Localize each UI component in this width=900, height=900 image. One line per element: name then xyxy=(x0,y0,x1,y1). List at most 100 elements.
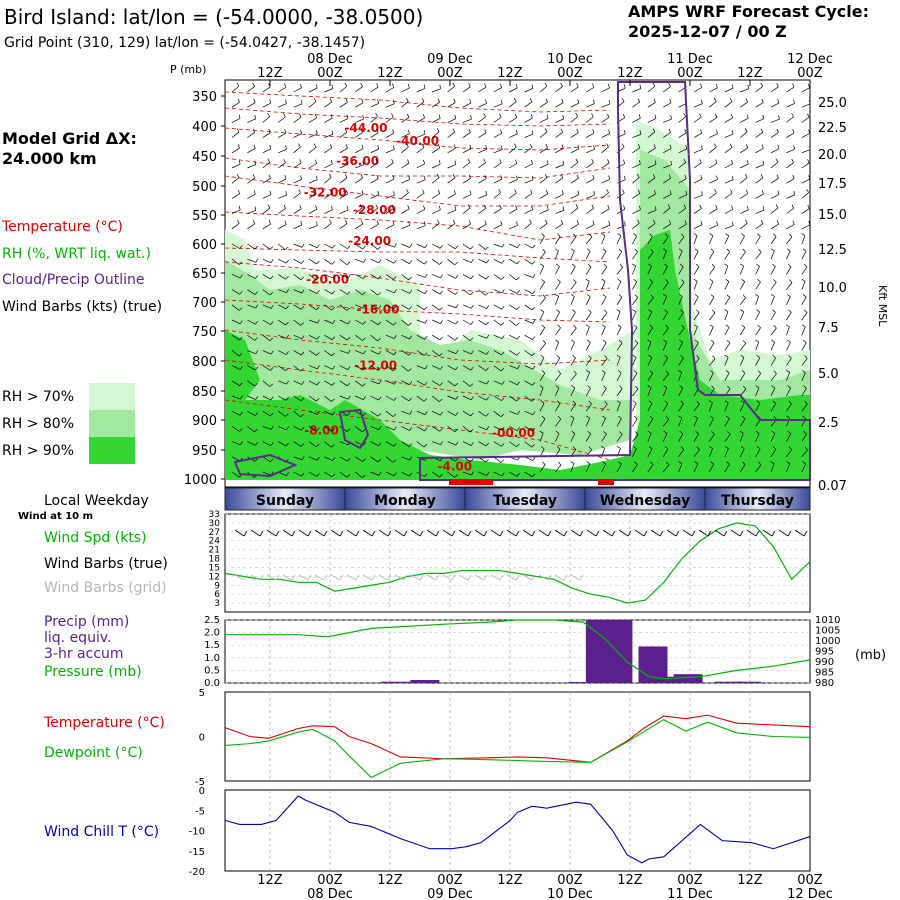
wind-barb-flag xyxy=(252,174,256,179)
pressure-tick-label: 450 xyxy=(192,150,217,165)
wind-barb xyxy=(462,274,472,280)
wind-barb-true-flag xyxy=(611,530,616,537)
wind-barb-flag xyxy=(788,309,792,313)
wind-barb-flag xyxy=(772,309,776,313)
wind-barb-flag xyxy=(532,365,536,370)
wind-barb xyxy=(786,103,795,108)
wind-barb-flag xyxy=(573,233,577,237)
wind-barb xyxy=(740,209,749,214)
wind-barb-flag xyxy=(572,446,577,450)
wind-barb-flag xyxy=(603,264,608,268)
wind-barb-flag xyxy=(560,174,564,179)
wind-barb xyxy=(462,161,471,169)
precip-y-tick: 1.0 xyxy=(204,653,220,664)
wind-barb-flag xyxy=(762,206,765,211)
wind-barb xyxy=(570,236,577,245)
wind-barb xyxy=(801,116,810,123)
wind-barb xyxy=(416,274,426,278)
wind-barb-flag xyxy=(253,98,256,103)
wind-barb xyxy=(678,266,684,275)
temp-y-tick: -5 xyxy=(195,777,205,788)
wind-barb-true-flag xyxy=(419,530,424,537)
wind-barb xyxy=(231,426,240,432)
wind-barb-flag xyxy=(516,473,520,477)
wind-barb-flag xyxy=(270,259,274,263)
wind-barb xyxy=(324,117,333,123)
wind-barb xyxy=(601,326,606,336)
wind-barb-flag xyxy=(299,113,302,118)
wind-barb xyxy=(293,304,302,310)
wind-barb-true-flag xyxy=(243,530,248,537)
wind-barb-flag xyxy=(332,411,336,416)
wind-barb xyxy=(570,387,576,397)
wind-barb-flag xyxy=(634,461,638,465)
wind-barb xyxy=(555,296,559,305)
wind-barb-flag xyxy=(393,426,397,431)
chill-y-tick: -15 xyxy=(189,847,205,858)
wind-barb-flag xyxy=(624,175,626,180)
wind-barb-flag xyxy=(786,248,791,252)
wind-barb xyxy=(739,464,746,473)
wind-barb xyxy=(539,236,545,245)
pressure-tick-label: 850 xyxy=(192,385,217,400)
wind-barb-flag xyxy=(471,471,474,476)
wind-barb-flag xyxy=(561,144,564,149)
wind-barb-flag xyxy=(485,459,489,463)
wind-barb xyxy=(709,235,714,245)
wind-barb xyxy=(693,251,699,260)
wind-barb-flag xyxy=(408,276,412,281)
wind-barb-flag xyxy=(454,114,457,119)
wind-barb-true-flag xyxy=(355,530,360,537)
pressure-tick-label: 1000 xyxy=(184,473,217,488)
temp-contour-label-0: -44.00 xyxy=(345,121,388,135)
wind-barb xyxy=(709,146,717,154)
height-axis-title: Kft MSL xyxy=(876,285,889,327)
wind-barb xyxy=(293,103,303,108)
wind-barb xyxy=(385,426,395,431)
wind-barb xyxy=(401,243,410,248)
temp-contour-4 xyxy=(224,175,611,207)
wind-barb xyxy=(739,177,748,184)
wind-barb-flag xyxy=(649,370,654,374)
wind-barb-flag xyxy=(452,174,456,179)
wind-barb xyxy=(339,86,348,93)
cycle-value: 2025-12-07 / 00 Z xyxy=(628,22,787,41)
wind-barb-flag xyxy=(653,144,656,149)
wind-barb xyxy=(709,251,715,260)
wind-barb-flag xyxy=(726,248,730,252)
wind-barb xyxy=(293,192,301,199)
wind-barb-flag xyxy=(239,245,243,249)
wind-barb-flag xyxy=(378,259,382,264)
wind-barb-flag xyxy=(286,289,289,293)
wind-barb xyxy=(585,342,591,351)
pressure-axis-title: P (mb) xyxy=(170,63,206,76)
wind-barb xyxy=(262,102,271,108)
wind-barb xyxy=(247,258,256,263)
wind-barb-flag xyxy=(331,84,334,89)
wind-barb xyxy=(524,289,533,295)
wind-barb-flag xyxy=(742,248,746,253)
wind-barb-flag xyxy=(711,264,716,268)
wind-barb xyxy=(585,162,594,169)
wind-barb-flag xyxy=(770,294,775,297)
wind-barb-flag xyxy=(786,370,790,373)
wind-barb xyxy=(509,289,518,294)
height-tick-label: 2.5 xyxy=(818,416,839,431)
wind-barb xyxy=(709,281,714,290)
wind-barb-flag xyxy=(361,190,364,195)
wind-barb xyxy=(509,258,518,265)
wind-barb xyxy=(370,223,379,230)
top-time-tick-label: 00Z xyxy=(437,66,463,81)
wind-barb xyxy=(324,134,333,138)
wind-barb-flag xyxy=(757,370,762,374)
wind-barb xyxy=(308,192,317,199)
wind-barb xyxy=(278,103,287,108)
wind-barb-flag xyxy=(637,98,641,103)
wind-barb xyxy=(354,471,363,478)
wind-barb-flag xyxy=(393,367,397,372)
wind-barb xyxy=(401,224,410,230)
wind-barb-true-flag xyxy=(275,530,280,537)
wind-barb-flag xyxy=(345,190,348,195)
wind-barb xyxy=(662,387,668,397)
wind-barb-flag xyxy=(421,98,425,102)
